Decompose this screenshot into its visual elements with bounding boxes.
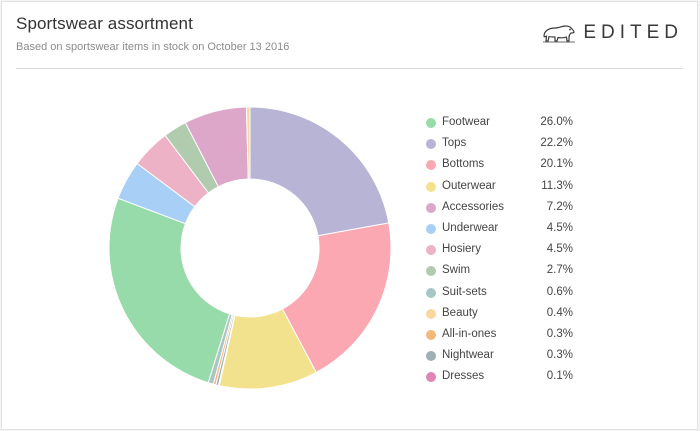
legend-item-tops[interactable]: Tops 22.2% (426, 135, 586, 156)
legend-item-dresses[interactable]: Dresses 0.1% (426, 368, 586, 389)
legend-label: Swim (442, 264, 471, 277)
legend-value: 0.6% (546, 285, 573, 298)
legend-value: 11.3% (541, 179, 573, 192)
legend-label: Suit-sets (442, 285, 487, 298)
legend-swatch (426, 266, 436, 277)
legend-label: All-in-ones (442, 327, 497, 340)
chart-title: Sportswear assortment (16, 14, 193, 33)
legend-swatch (426, 245, 436, 256)
legend-value: 22.2% (540, 137, 573, 150)
legend-swatch (426, 160, 436, 171)
chart-subtitle: Based on sportswear items in stock on Oc… (16, 41, 290, 53)
legend-label: Footwear (442, 116, 490, 128)
donut-slice-beauty[interactable] (245, 106, 251, 180)
legend-swatch (426, 372, 436, 383)
legend-item-all-in-ones[interactable]: All-in-ones 0.3% (426, 326, 586, 347)
legend-value: 4.5% (546, 243, 573, 256)
legend-label: Bottoms (442, 158, 485, 171)
legend-item-swim[interactable]: Swim 2.7% (426, 262, 586, 283)
legend-item-bottoms[interactable]: Bottoms 20.1% (426, 156, 586, 177)
legend-swatch (426, 351, 436, 362)
legend-value: 0.3% (546, 327, 573, 340)
donut-slice-footwear[interactable] (108, 197, 231, 384)
legend-label: Tops (442, 137, 467, 150)
polar-bear-icon (541, 21, 577, 45)
legend-swatch (426, 139, 436, 150)
legend-item-footwear[interactable]: Footwear 26.0% (426, 114, 586, 135)
legend-value: 4.5% (546, 221, 573, 234)
legend-swatch (426, 223, 436, 234)
legend-swatch (426, 308, 436, 319)
legend-swatch (426, 118, 436, 128)
legend-swatch (426, 181, 436, 192)
legend-item-nightwear[interactable]: Nightwear 0.3% (426, 347, 586, 368)
legend-value: 7.2% (546, 200, 573, 213)
legend-swatch (426, 329, 436, 340)
legend-value: 26.0% (540, 116, 573, 128)
legend-label: Accessories (442, 200, 504, 213)
brand-wordmark: EDITED (583, 22, 683, 43)
legend-item-underwear[interactable]: Underwear 4.5% (426, 220, 586, 241)
legend-value: 0.4% (546, 306, 573, 319)
legend-label: Dresses (442, 370, 485, 383)
legend-item-accessories[interactable]: Accessories 7.2% (426, 199, 586, 220)
legend-item-suit-sets[interactable]: Suit-sets 0.6% (426, 284, 586, 305)
chart-legend: Footwear 26.0% Tops 22.2% Bottoms 20.1% Outerw… (426, 114, 586, 389)
legend-label: Outerwear (442, 179, 496, 192)
header-divider (16, 68, 683, 69)
legend-swatch (426, 287, 436, 298)
legend-label: Nightwear (442, 349, 494, 362)
legend-label: Underwear (442, 221, 499, 234)
legend-item-beauty[interactable]: Beauty 0.4% (426, 305, 586, 326)
legend-item-outerwear[interactable]: Outerwear 11.3% (426, 178, 586, 199)
legend-value: 20.1% (540, 158, 573, 171)
brand-logo: EDITED (541, 21, 683, 45)
legend-item-hosiery[interactable]: Hosiery 4.5% (426, 241, 586, 262)
legend-label: Beauty (442, 306, 478, 319)
donut-slice-tops[interactable] (249, 106, 390, 237)
legend-value: 2.7% (546, 264, 573, 277)
legend-value: 0.3% (546, 349, 573, 362)
legend-swatch (426, 202, 436, 213)
donut-slice-bottoms[interactable] (281, 222, 392, 374)
legend-label: Hosiery (442, 243, 481, 256)
legend-value: 0.1% (546, 370, 573, 383)
